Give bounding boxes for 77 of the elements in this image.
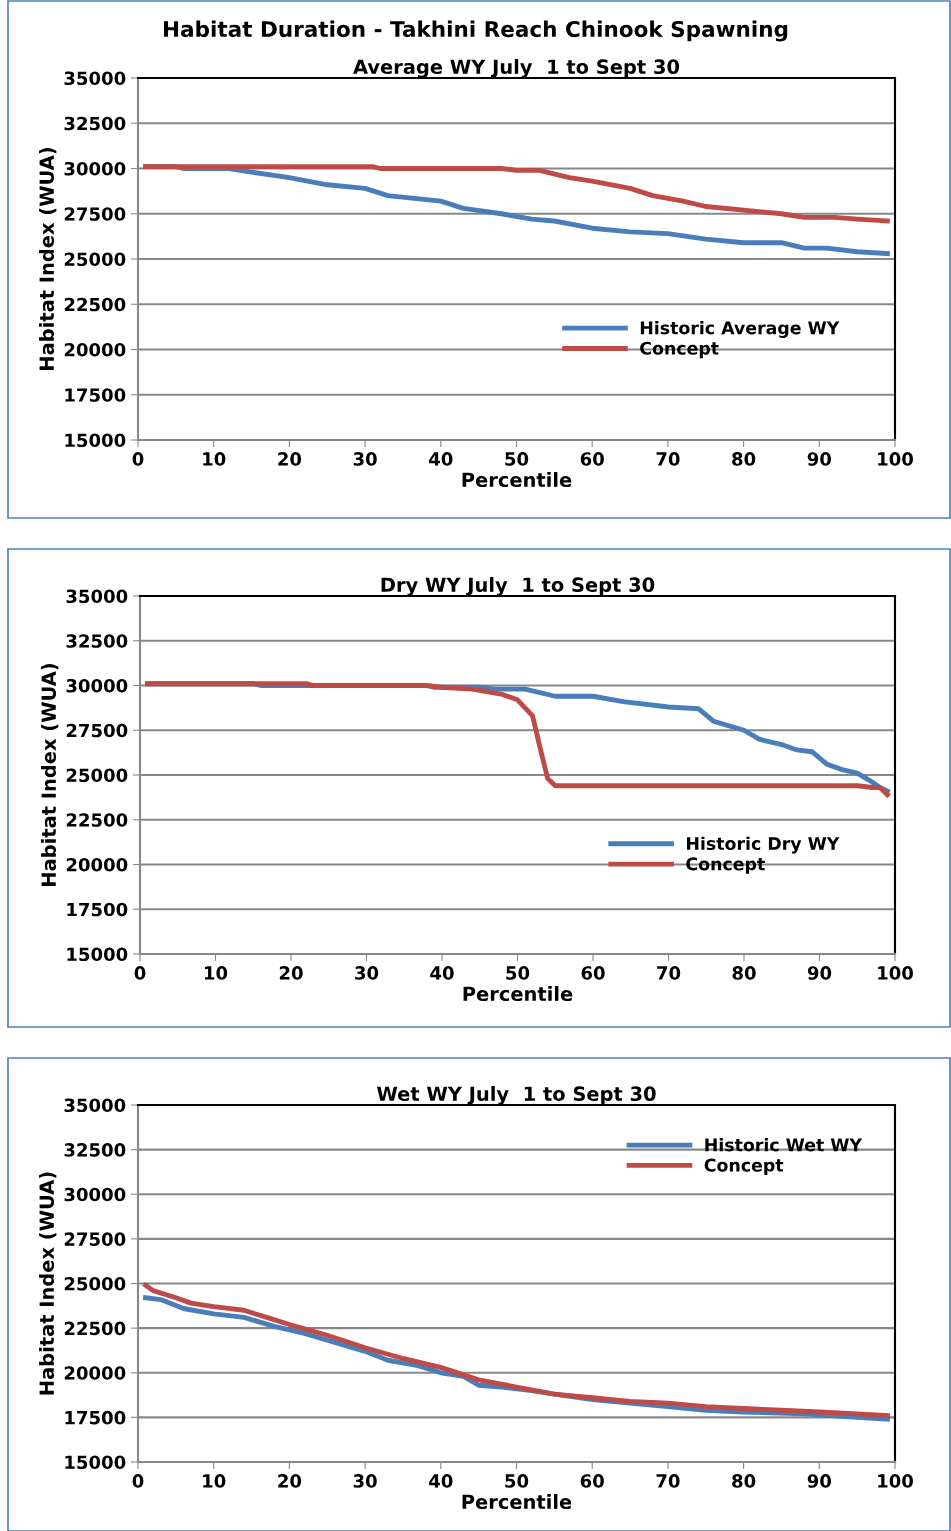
y-tick-label: 32500	[66, 634, 128, 648]
x-tick-label: 10	[204, 966, 228, 980]
y-tick-label: 27500	[64, 207, 126, 221]
legend-label: Concept	[704, 1158, 784, 1176]
legend-label: Historic Wet WY	[705, 1137, 863, 1152]
x-tick-label: 10	[203, 1474, 226, 1488]
y-tick-label: 27500	[66, 723, 128, 738]
x-tick-label: 70	[656, 1474, 680, 1488]
y-tick-label: 32500	[64, 1143, 126, 1157]
x-axis-title: Percentile	[462, 1494, 572, 1510]
y-axis-title: Habitat Index (WUA)	[41, 663, 59, 886]
x-tick-label: 20	[279, 966, 303, 980]
legend-label: Concept	[686, 857, 765, 874]
y-tick-label: 32500	[64, 116, 126, 131]
y-tick-label: 30000	[64, 161, 126, 176]
y-tick-label: 17500	[65, 1410, 126, 1425]
y-tick-label: 25000	[66, 768, 128, 783]
x-tick-label: 0	[134, 966, 146, 980]
y-tick-label: 20000	[64, 342, 126, 357]
y-tick-label: 25000	[64, 1276, 126, 1291]
x-tick-label: 90	[807, 966, 832, 980]
x-tick-label: 20	[278, 1474, 302, 1488]
x-tick-label: 70	[657, 966, 681, 980]
x-tick-label: 60	[581, 966, 605, 980]
x-tick-label: 100	[878, 1474, 913, 1488]
y-axis-title: Habitat Index (WUA)	[39, 1172, 57, 1395]
legend-label: Concept	[640, 341, 719, 359]
x-tick-label: 50	[506, 966, 530, 980]
chart-subtitle: Dry WY July 1 to Sept 30	[381, 577, 655, 596]
x-tick-label: 10	[203, 452, 226, 466]
x-tick-label: 100	[878, 966, 913, 980]
y-tick-label: 20000	[66, 857, 128, 872]
x-tick-label: 20	[278, 452, 302, 466]
y-tick-label: 30000	[66, 678, 128, 693]
x-tick-label: 90	[807, 1474, 831, 1488]
y-tick-label: 35000	[64, 1098, 126, 1113]
chart-title: Habitat Duration - Takhini Reach Chinook Spawning	[164, 20, 788, 42]
x-tick-label: 40	[429, 1474, 453, 1488]
y-tick-label: 27500	[64, 1232, 126, 1246]
x-tick-label: 90	[807, 452, 831, 466]
y-tick-label: 35000	[66, 589, 128, 604]
x-tick-label: 70	[656, 452, 680, 466]
x-tick-label: 50	[505, 1474, 529, 1488]
y-tick-label: 35000	[64, 71, 126, 86]
x-tick-label: 0	[132, 452, 144, 466]
y-tick-label: 17500	[67, 902, 128, 917]
x-tick-label: 60	[580, 1474, 604, 1488]
chart-subtitle: Average WY July 1 to Sept 30	[353, 59, 680, 78]
x-tick-label: 40	[430, 966, 454, 980]
y-tick-label: 17500	[65, 388, 126, 402]
x-tick-label: 60	[580, 452, 604, 466]
legend-label: Historic Dry WY	[687, 836, 840, 854]
x-axis-title: Percentile	[463, 986, 573, 1002]
x-tick-label: 30	[353, 1474, 377, 1488]
y-tick-label: 22500	[64, 1321, 126, 1336]
y-tick-label: 30000	[64, 1187, 126, 1202]
chart-subtitle: Wet WY July 1 to Sept 30	[376, 1086, 656, 1105]
y-tick-label: 15000	[65, 433, 126, 448]
x-tick-label: 80	[732, 1474, 756, 1488]
y-tick-label: 20000	[64, 1366, 126, 1380]
x-tick-label: 30	[353, 452, 377, 466]
x-tick-label: 50	[505, 452, 529, 466]
y-tick-label: 15000	[65, 1455, 126, 1470]
x-tick-label: 80	[732, 452, 756, 466]
y-tick-label: 22500	[66, 813, 128, 827]
y-tick-label: 25000	[64, 252, 126, 267]
line-series	[143, 164, 890, 224]
x-tick-label: 80	[732, 966, 756, 980]
y-tick-label: 22500	[64, 297, 126, 312]
x-tick-label: 30	[355, 966, 379, 980]
x-axis-title: Percentile	[462, 472, 572, 488]
y-axis-title: Habitat Index (WUA)	[39, 147, 57, 370]
x-tick-label: 40	[429, 452, 453, 466]
y-tick-label: 15000	[67, 947, 128, 962]
x-tick-label: 100	[878, 452, 913, 466]
legend-label: Historic Average WY	[640, 320, 840, 338]
x-tick-label: 0	[132, 1474, 144, 1488]
